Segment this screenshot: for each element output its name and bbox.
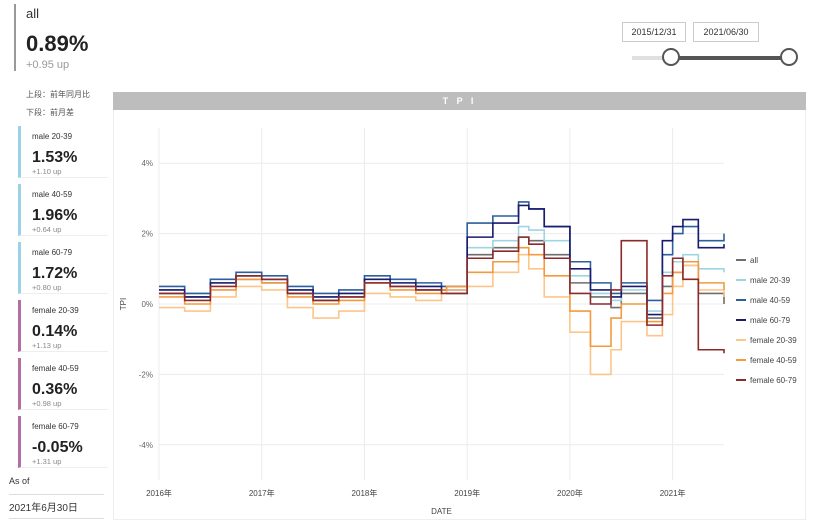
x-tick-label: 2018年: [352, 488, 378, 498]
card-female-60-79[interactable]: female 60-79 -0.05% +1.31 up: [18, 416, 108, 468]
y-tick-label: 0%: [141, 300, 153, 309]
card-value: 0.36%: [32, 381, 78, 398]
card-male-60-79[interactable]: male 60-79 1.72% +0.80 up: [18, 242, 108, 294]
legend-note: 上段：前年同月比 下段：前月差: [26, 86, 90, 122]
card-delta: +0.80 up: [32, 283, 62, 292]
card-name: male 40-59: [32, 190, 73, 199]
summary-delta: +0.95 up: [26, 59, 70, 71]
summary-kpi: all 0.89% +0.95 up: [14, 4, 118, 71]
y-axis-label: TPI: [119, 298, 128, 310]
series-line-all: [159, 236, 725, 319]
card-delta: +0.64 up: [32, 225, 62, 234]
y-tick-label: -4%: [139, 441, 153, 450]
summary-name: all: [26, 6, 40, 21]
card-value: 1.72%: [32, 265, 78, 282]
chart-title: T P I: [113, 92, 806, 110]
card-name: female 40-59: [32, 364, 79, 373]
card-male-20-39[interactable]: male 20-39 1.53% +1.10 up: [18, 126, 108, 178]
y-tick-label: 2%: [141, 230, 153, 239]
chart-panel: 4% 2% 0% -2% -4% 2016年 2017年 2018年 2019年 2020年 202…: [113, 110, 806, 520]
legend-note-line1: 上段：前年同月比: [26, 90, 90, 99]
as-of-label: As of: [9, 476, 30, 486]
card-name: female 60-79: [32, 422, 79, 431]
legend-label: female 60-79: [750, 376, 797, 385]
summary-value: 0.89%: [26, 31, 89, 56]
card-value: -0.05%: [32, 439, 83, 456]
x-tick-label: 2019年: [454, 488, 480, 498]
card-delta: +1.13 up: [32, 341, 62, 350]
x-axis-label: DATE: [431, 507, 452, 516]
x-tick-label: 2021年: [660, 488, 686, 498]
x-tick-label: 2016年: [146, 488, 172, 498]
date-slider-range: [672, 56, 788, 60]
card-delta: +1.31 up: [32, 457, 62, 466]
card-value: 1.53%: [32, 149, 78, 166]
as-of-date: 2021年6月30日: [9, 494, 104, 519]
legend-label: male 20-39: [750, 276, 791, 285]
y-tick-label: -2%: [139, 370, 153, 379]
segment-cards: male 20-39 1.53% +1.10 up male 40-59 1.9…: [18, 126, 108, 474]
card-name: female 20-39: [32, 306, 79, 315]
date-slider-end-handle[interactable]: [780, 48, 798, 66]
series-line-female-60-79: [159, 236, 725, 354]
card-male-40-59[interactable]: male 40-59 1.96% +0.64 up: [18, 184, 108, 236]
card-value: 0.14%: [32, 323, 78, 340]
legend-label: female 40-59: [750, 356, 797, 365]
date-end-field[interactable]: 2021/06/30: [693, 22, 759, 42]
card-female-40-59[interactable]: female 40-59 0.36% +0.98 up: [18, 358, 108, 410]
date-slider-start-handle[interactable]: [662, 48, 680, 66]
x-tick-label: 2020年: [557, 488, 583, 498]
legend-label: female 20-39: [750, 336, 797, 345]
legend-label: male 40-59: [750, 296, 791, 305]
card-delta: +1.10 up: [32, 167, 62, 176]
date-start-field[interactable]: 2015/12/31: [622, 22, 686, 42]
card-value: 1.96%: [32, 207, 78, 224]
x-tick-label: 2017年: [249, 488, 275, 498]
card-delta: +0.98 up: [32, 399, 62, 408]
y-tick-label: 4%: [141, 159, 153, 168]
legend-label: all: [750, 256, 758, 265]
legend-label: male 60-79: [750, 316, 791, 325]
card-female-20-39[interactable]: female 20-39 0.14% +1.13 up: [18, 300, 108, 352]
tpi-line-chart: 4% 2% 0% -2% -4% 2016年 2017年 2018年 2019年 2020年 202…: [119, 128, 797, 516]
legend-note-line2: 下段：前月差: [26, 108, 74, 117]
card-name: male 20-39: [32, 132, 73, 141]
card-name: male 60-79: [32, 248, 73, 257]
